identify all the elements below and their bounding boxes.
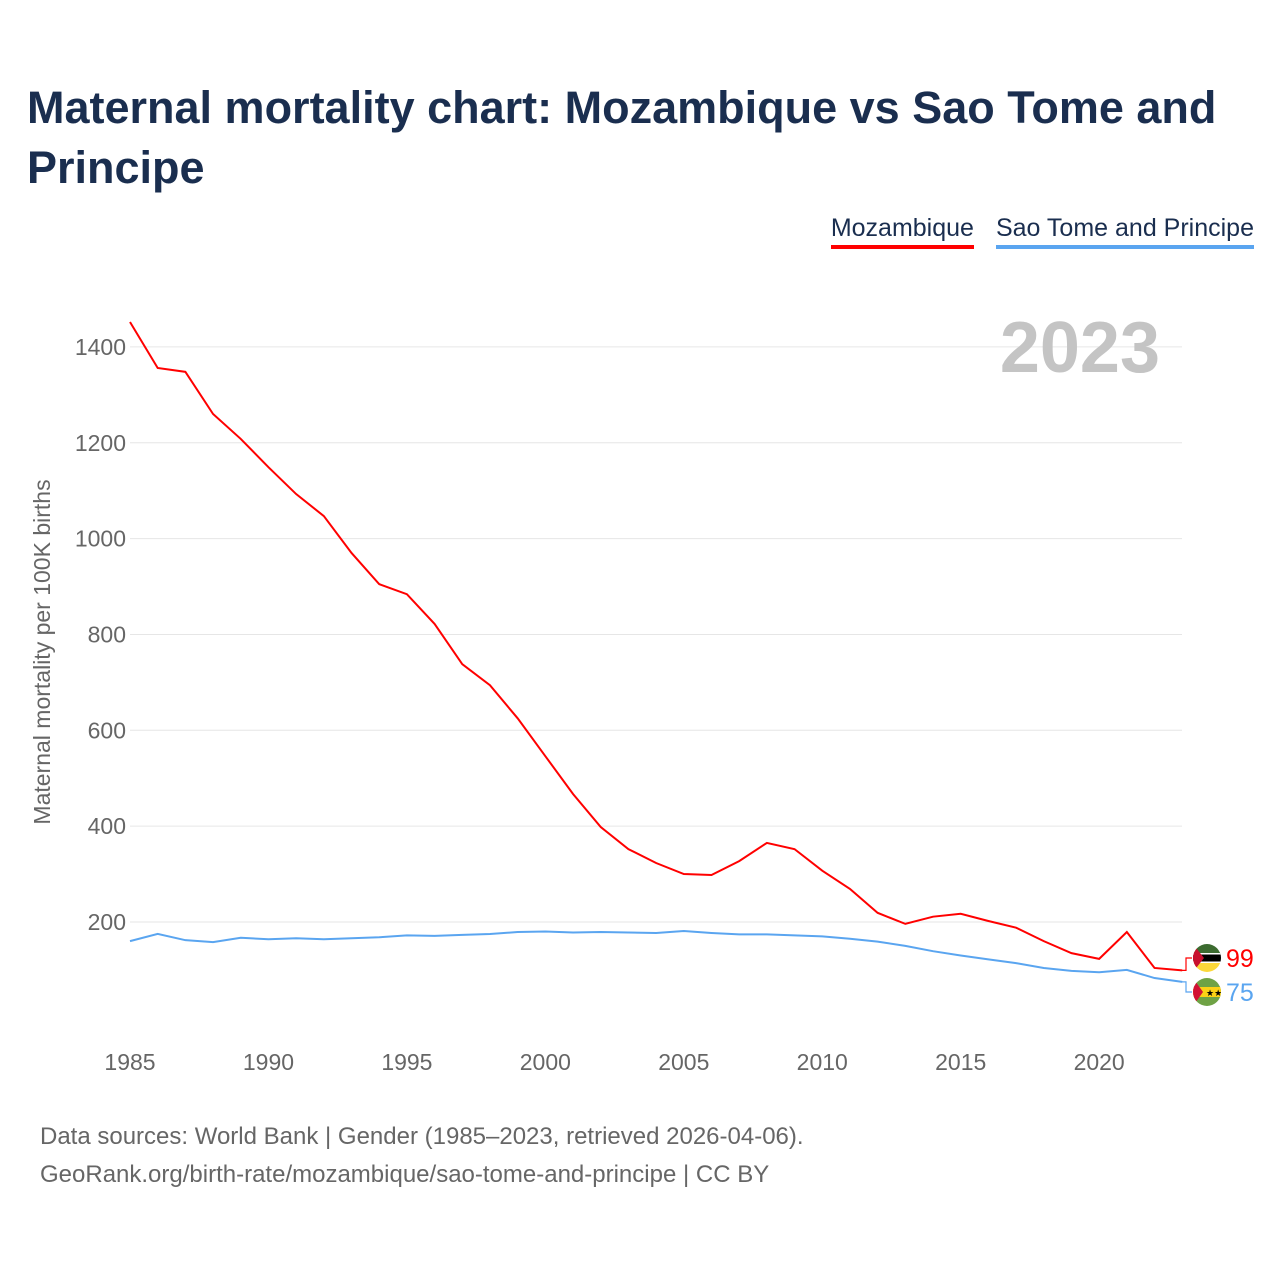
x-tick-label: 2015: [935, 1049, 986, 1075]
x-tick-label: 1990: [243, 1049, 294, 1075]
x-tick-label: 2005: [658, 1049, 709, 1075]
source-line-1: Data sources: World Bank | Gender (1985–…: [40, 1123, 804, 1150]
end-value-label: 75: [1226, 979, 1254, 1007]
chart-area: 200 400 600 800 1000 1200 1400 1985 1990 1995 2000…: [29, 308, 1254, 1075]
y-tick-label: 600: [88, 717, 126, 743]
end-connector: [1182, 981, 1192, 993]
y-tick-label: 1400: [75, 334, 126, 360]
svg-text:★★: ★★: [1206, 988, 1222, 998]
source-line-2[interactable]: GeoRank.org/birth-rate/mozambique/sao-to…: [40, 1161, 770, 1188]
y-tick-label: 1000: [75, 526, 126, 552]
sao-tome-flag-icon: ★★: [1193, 978, 1222, 1006]
y-tick-label: 800: [88, 621, 126, 647]
x-tick-label: 2000: [520, 1049, 571, 1075]
x-tick-label: 1985: [104, 1049, 155, 1075]
x-tick-label: 2020: [1074, 1049, 1125, 1075]
series-line-0: [129, 321, 1183, 972]
y-tick-label: 1200: [75, 430, 126, 456]
series-line-1: [129, 930, 1183, 983]
chart-title: Maternal mortality chart: Mozambique vs …: [27, 82, 1217, 193]
x-tick-label: 2010: [797, 1049, 848, 1075]
y-tick-label: 400: [88, 813, 126, 839]
y-tick-label: 200: [88, 909, 126, 935]
end-connector: [1182, 957, 1192, 971]
legend: Mozambique Sao Tome and Principe: [830, 214, 1254, 249]
legend-mozambique[interactable]: Mozambique: [830, 214, 974, 249]
x-tick-label: 1995: [381, 1049, 432, 1075]
mozambique-flag-icon: [1193, 944, 1221, 972]
end-value-label: 99: [1226, 945, 1254, 973]
y-axis-label: Maternal mortality per 100K births: [29, 479, 55, 824]
legend-sao-tome[interactable]: Sao Tome and Principe: [995, 214, 1254, 249]
source-note: Data sources: World Bank | Gender (1985–…: [40, 1118, 804, 1194]
year-watermark: 2023: [1000, 308, 1160, 388]
